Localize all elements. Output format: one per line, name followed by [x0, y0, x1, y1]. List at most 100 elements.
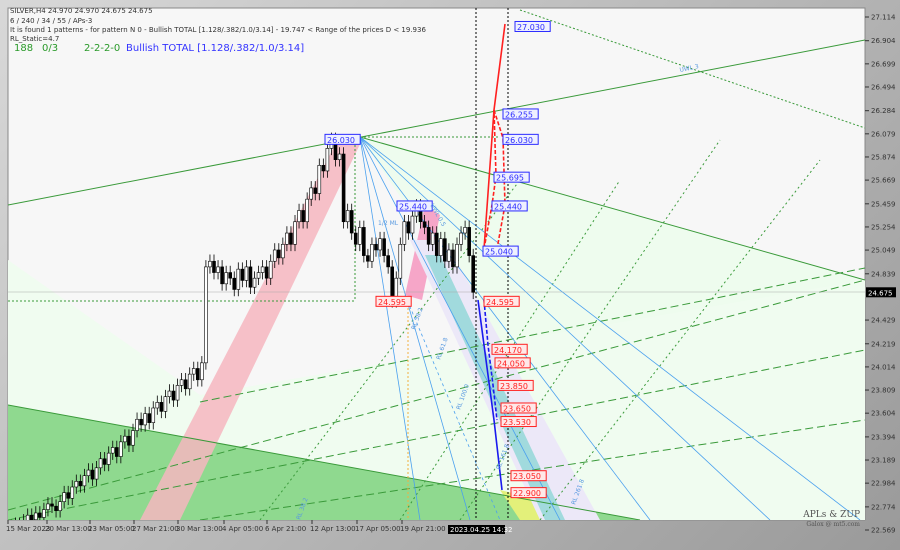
y-tick-label: 23.809 [871, 387, 896, 395]
candle-body [370, 244, 374, 262]
candle-body [187, 373, 192, 390]
x-tick-label: 20 Mar 13:00 [45, 525, 92, 533]
candle-body [345, 210, 350, 223]
pattern-point-label-box [324, 133, 361, 145]
x-tick-label: 17 Apr 05:00 [355, 525, 401, 533]
candle-body [159, 402, 164, 412]
candle-body [131, 430, 135, 446]
candle-body [139, 418, 143, 426]
y-tick-label: 23.189 [871, 457, 896, 465]
candle-body [240, 268, 245, 281]
candle-body [179, 379, 184, 386]
candle-body [260, 266, 265, 273]
y-tick-label: 26.494 [871, 83, 896, 91]
candle-body [232, 277, 237, 290]
candle-body [285, 232, 289, 245]
candle-body [151, 407, 156, 423]
candle-body [135, 418, 139, 431]
candle-body [434, 232, 439, 256]
x-tick-label: 30 Mar 13:00 [176, 525, 223, 533]
candle-body [252, 277, 257, 288]
y-tick-label: 25.459 [871, 200, 896, 208]
candle-body [309, 187, 314, 200]
teal-channel [425, 255, 565, 520]
candle-body [171, 390, 176, 401]
candle-body [175, 385, 180, 401]
target-up-label: 27.030 [517, 23, 545, 32]
target-down-label: 24.170 [494, 346, 522, 355]
target-down-label: 23.050 [513, 472, 541, 481]
target-down-label-box [500, 402, 537, 414]
candle-body [366, 255, 370, 262]
target-down-label-box [510, 487, 547, 499]
candle-body [390, 266, 395, 302]
y-tick-label: 24.014 [871, 363, 896, 371]
candle-body [106, 452, 111, 465]
stat-count: 188 [14, 43, 34, 54]
candle-body [167, 390, 172, 397]
target-down-label: 22.900 [513, 489, 541, 498]
candle-body [123, 435, 127, 443]
candle-body [155, 402, 160, 409]
candle-body [276, 249, 281, 259]
y-tick-label: 23.604 [871, 410, 896, 418]
params-line: 6 / 240 / 34 / 55 / APs-3 [10, 17, 93, 25]
candle-body [256, 272, 261, 279]
target-up-label: 25.695 [496, 174, 524, 183]
target-up-label-box [502, 133, 539, 145]
candle-body [353, 232, 358, 245]
candle-body [402, 221, 407, 245]
candle-body [463, 227, 467, 234]
candle-body [90, 469, 95, 480]
x-tick-label: 23 Mar 05:00 [88, 525, 135, 533]
candle-body [110, 447, 115, 454]
candle-body [398, 244, 403, 279]
x-tick-label: 27 Mar 21:00 [132, 525, 179, 533]
symbol-line: SILVER,H4 24.970 24.970 24.675 24.675 [10, 7, 153, 15]
target-down-label-box [494, 357, 531, 369]
candle-body [70, 486, 75, 499]
line-label: UWL 3 [679, 63, 700, 74]
candle-body [228, 272, 232, 279]
watermark-sub: Galox @ mt5.com [806, 521, 860, 528]
cursor-time-label: 2023.04.25 14:32 [450, 526, 512, 534]
y-tick-label: 25.254 [871, 223, 896, 231]
candle-body [313, 187, 318, 194]
candle-body [147, 413, 151, 423]
x-tick-label: 19 Apr 21:00 [400, 525, 446, 533]
pattern-point-label: 25.440 [399, 202, 427, 211]
target-up-label: 26.030 [505, 136, 533, 145]
candle-body [82, 475, 87, 487]
candle-body [430, 232, 435, 245]
target-down-label: 23.530 [503, 418, 531, 427]
candle-body [305, 198, 309, 223]
candle-body [349, 210, 354, 234]
y-tick-label: 27.114 [871, 14, 896, 22]
target-up-label: 25.440 [494, 202, 522, 211]
candle-body [459, 232, 463, 245]
candle-body [337, 153, 342, 160]
y-tick-label: 24.839 [871, 270, 896, 278]
candle-body [272, 249, 277, 262]
candle-body [143, 413, 147, 426]
candle-body [25, 514, 30, 520]
target-down-label: 23.850 [500, 382, 528, 391]
trend-lines [8, 9, 865, 520]
candle-body [321, 165, 326, 172]
target-up-label: 25.040 [485, 248, 513, 257]
pattern-point-label: 24.595 [378, 298, 406, 307]
candle-body [467, 227, 471, 256]
candle-body [58, 501, 62, 511]
y-tick-label: 22.984 [871, 480, 896, 488]
y-tick-label: 25.874 [871, 153, 896, 161]
y-tick-label: 26.079 [871, 130, 896, 138]
y-tick-label: 22.774 [871, 503, 896, 511]
pattern-name: Bullish TOTAL [1.128/.382/1.0/3.14] [126, 43, 305, 54]
candle-body [471, 255, 476, 293]
candle-body [374, 244, 378, 251]
candle-body [163, 396, 168, 412]
stat-ratio: 0/3 [42, 43, 59, 54]
candle-body [62, 492, 66, 502]
target-up-label-box [502, 108, 539, 120]
